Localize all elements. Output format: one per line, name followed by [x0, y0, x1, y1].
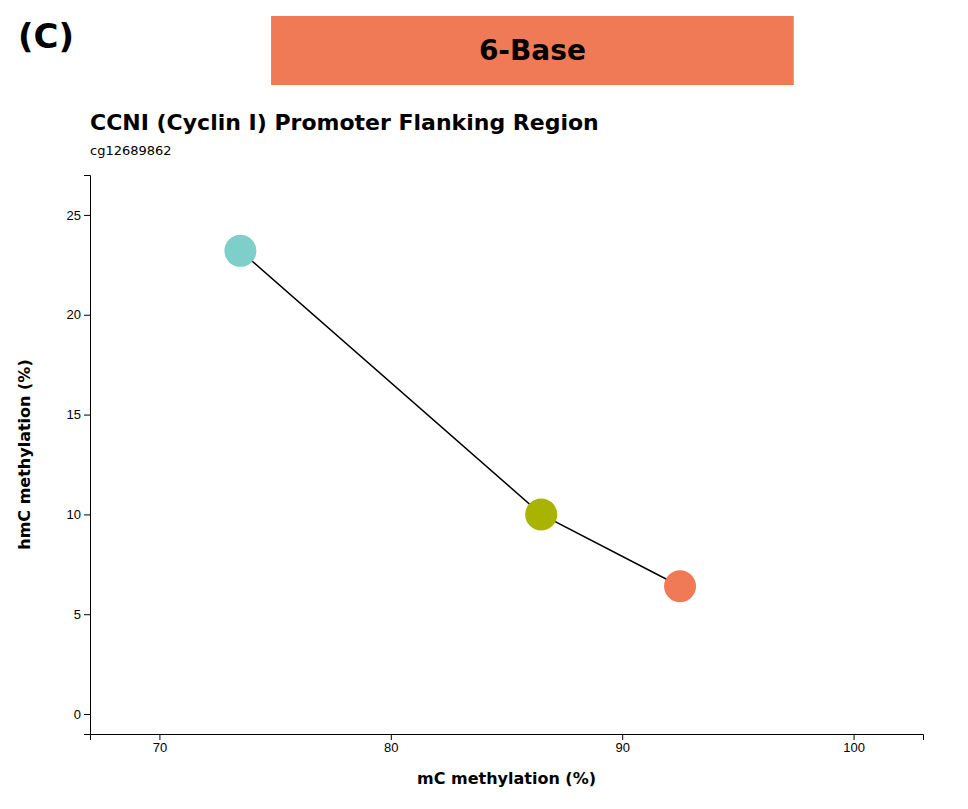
- tick-label: 5: [74, 607, 81, 622]
- title: CCNI (Cyclin I) Promoter Flanking Region: [90, 110, 599, 135]
- axis-line: [84, 176, 91, 735]
- tick-mark: [84, 415, 90, 416]
- tick: 10: [67, 507, 90, 522]
- banner-text: 6-Base: [479, 34, 586, 67]
- y-axis-title: hmC methylation (%): [15, 359, 34, 549]
- point: [664, 570, 696, 602]
- tick-label: 80: [384, 740, 398, 755]
- banner: [271, 16, 794, 85]
- x-axis: 70 80 90 100: [91, 734, 924, 755]
- tick: 5: [74, 607, 90, 622]
- point: [525, 498, 557, 530]
- tick-label: 25: [67, 208, 81, 223]
- tick-mark: [84, 215, 90, 216]
- tick-label: 10: [67, 507, 81, 522]
- x-axis-title: mC methylation (%): [417, 769, 596, 788]
- tick: 25: [67, 208, 90, 223]
- tick-mark: [84, 714, 90, 715]
- tick-label: 100: [843, 740, 865, 755]
- panel-label: (C): [18, 16, 74, 56]
- tick: 90: [615, 734, 629, 755]
- tick-mark: [84, 315, 90, 316]
- chart: (C) 6-Base CCNI (Cyclin I) Promoter Flanki…: [0, 0, 968, 809]
- marks: [224, 235, 696, 602]
- tick-label: 70: [153, 740, 167, 755]
- tick-mark: [84, 614, 90, 615]
- axis-line: [91, 735, 924, 741]
- tick-mark: [391, 734, 392, 740]
- tick: 80: [384, 734, 398, 755]
- plot: 70 80 90 100 0 5 10 15 20 25: [67, 176, 924, 756]
- tick: 70: [153, 734, 167, 755]
- tick: 15: [67, 407, 90, 422]
- tick: 100: [843, 734, 865, 755]
- tick-label: 20: [67, 307, 81, 322]
- tick-mark: [159, 734, 160, 740]
- tick: 0: [74, 707, 90, 722]
- tick-label: 0: [74, 707, 81, 722]
- tick-label: 15: [67, 407, 81, 422]
- connecting-line: [240, 251, 680, 586]
- tick-mark: [854, 734, 855, 740]
- y-axis: 0 5 10 15 20 25: [67, 176, 91, 735]
- point: [224, 235, 256, 267]
- tick-mark: [622, 734, 623, 740]
- tick: 20: [67, 307, 90, 322]
- tick-label: 90: [615, 740, 629, 755]
- subtitle: cg12689862: [90, 143, 172, 158]
- tick-mark: [84, 514, 90, 515]
